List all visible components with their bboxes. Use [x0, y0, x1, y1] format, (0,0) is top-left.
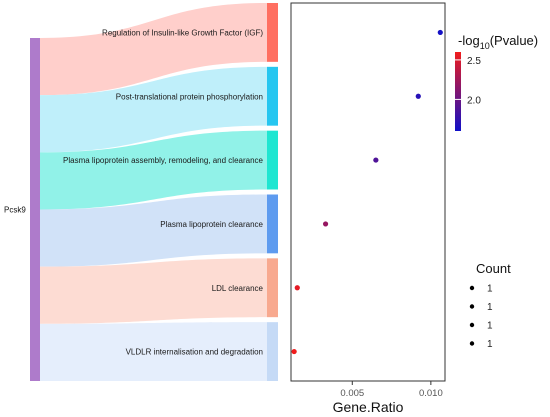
color-legend-title: -log10(Pvalue): [458, 33, 538, 51]
size-legend-label-2: 1: [487, 302, 493, 313]
data-point-3: [373, 157, 379, 163]
pathway-node-3: [267, 130, 278, 190]
data-point-6: [291, 348, 297, 355]
pathway-label-3: Plasma lipoprotein assembly, remodeling,…: [63, 156, 264, 165]
pathway-label-6: VLDLR internalisation and degradation: [126, 348, 263, 357]
pathway-label-5: LDL clearance: [212, 284, 264, 293]
pathway-label-4: Plasma lipoprotein clearance: [160, 220, 263, 229]
sankey-flow-6: [40, 322, 267, 381]
pathway-label-1: Regulation of Insulin-like Growth Factor…: [102, 28, 263, 37]
pathway-node-5: [267, 258, 278, 318]
size-legend-label-1: 1: [487, 284, 493, 295]
x-tick-label-2: 0.010: [419, 388, 443, 399]
pathway-label-2: Post-translational protein phosphorylati…: [116, 92, 263, 101]
size-legend-dot-2: [469, 304, 475, 309]
size-legend-label-4: 1: [487, 339, 493, 350]
size-legend-label-3: 1: [487, 321, 493, 332]
size-legend-title: Count: [476, 261, 511, 276]
sankey-flow-1: [40, 3, 267, 96]
sankey-flow-5: [40, 258, 267, 324]
sankey-flow-4: [40, 194, 267, 267]
source-label: Pcsk9: [4, 206, 26, 215]
color-bar-label-2: 2.0: [467, 95, 481, 106]
data-point-5: [294, 285, 300, 291]
size-legend-dot-3: [469, 322, 475, 328]
sankey-flow-2: [40, 66, 267, 153]
pathway-node-1: [267, 3, 278, 62]
x-axis-title: Gene.Ratio: [333, 399, 404, 415]
pathway-node-4: [267, 194, 278, 254]
data-point-1: [437, 29, 443, 36]
pathway-node-2: [267, 66, 278, 126]
pathway-node-6: [267, 322, 278, 381]
plot-border: [290, 2, 446, 382]
source-node: [30, 38, 40, 381]
x-tick-label-1: 0.005: [340, 388, 364, 399]
size-legend-dot-4: [469, 341, 475, 346]
sankey-flow-3: [40, 130, 267, 210]
size-legend-dot-1: [469, 285, 475, 291]
color-bar-label-1: 2.5: [467, 56, 481, 67]
data-point-4: [322, 221, 329, 227]
color-bar: [455, 52, 461, 131]
data-point-2: [415, 93, 421, 99]
